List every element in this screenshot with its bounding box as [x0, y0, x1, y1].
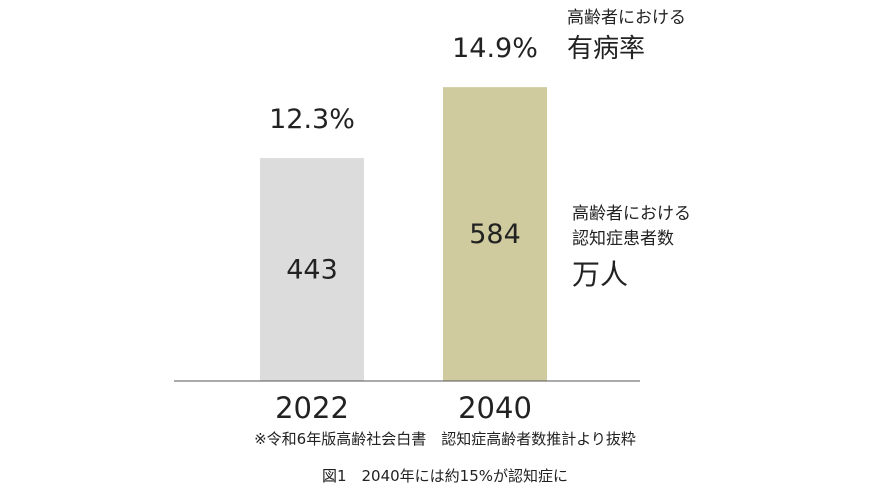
count-legend-line1: 高齢者における — [572, 204, 691, 224]
bar-value-label: 584 — [469, 219, 521, 250]
rate-legend-line1: 高齢者における — [567, 8, 686, 28]
rate-legend-title: 有病率 — [567, 34, 646, 64]
count-legend-line2: 認知症患者数 — [572, 229, 674, 249]
labels-group: 443 12.3% 2022 584 14.9% 2040 — [269, 33, 538, 425]
bar-value-label: 443 — [286, 255, 338, 286]
rate-label: 14.9% — [452, 33, 538, 64]
rate-label: 12.3% — [269, 104, 355, 135]
bar-2022 — [260, 158, 364, 381]
figure-caption: 図1 2040年には約15%が認知症に — [321, 467, 569, 485]
bars-group — [260, 87, 547, 382]
x-tick-label: 2040 — [458, 391, 532, 425]
count-legend-unit: 万人 — [572, 258, 629, 291]
x-tick-label: 2022 — [275, 391, 349, 425]
bar-2040 — [443, 87, 547, 382]
source-note: ※令和6年版高齢社会白書 認知症高齢者数推計より抜粋 — [254, 430, 636, 448]
